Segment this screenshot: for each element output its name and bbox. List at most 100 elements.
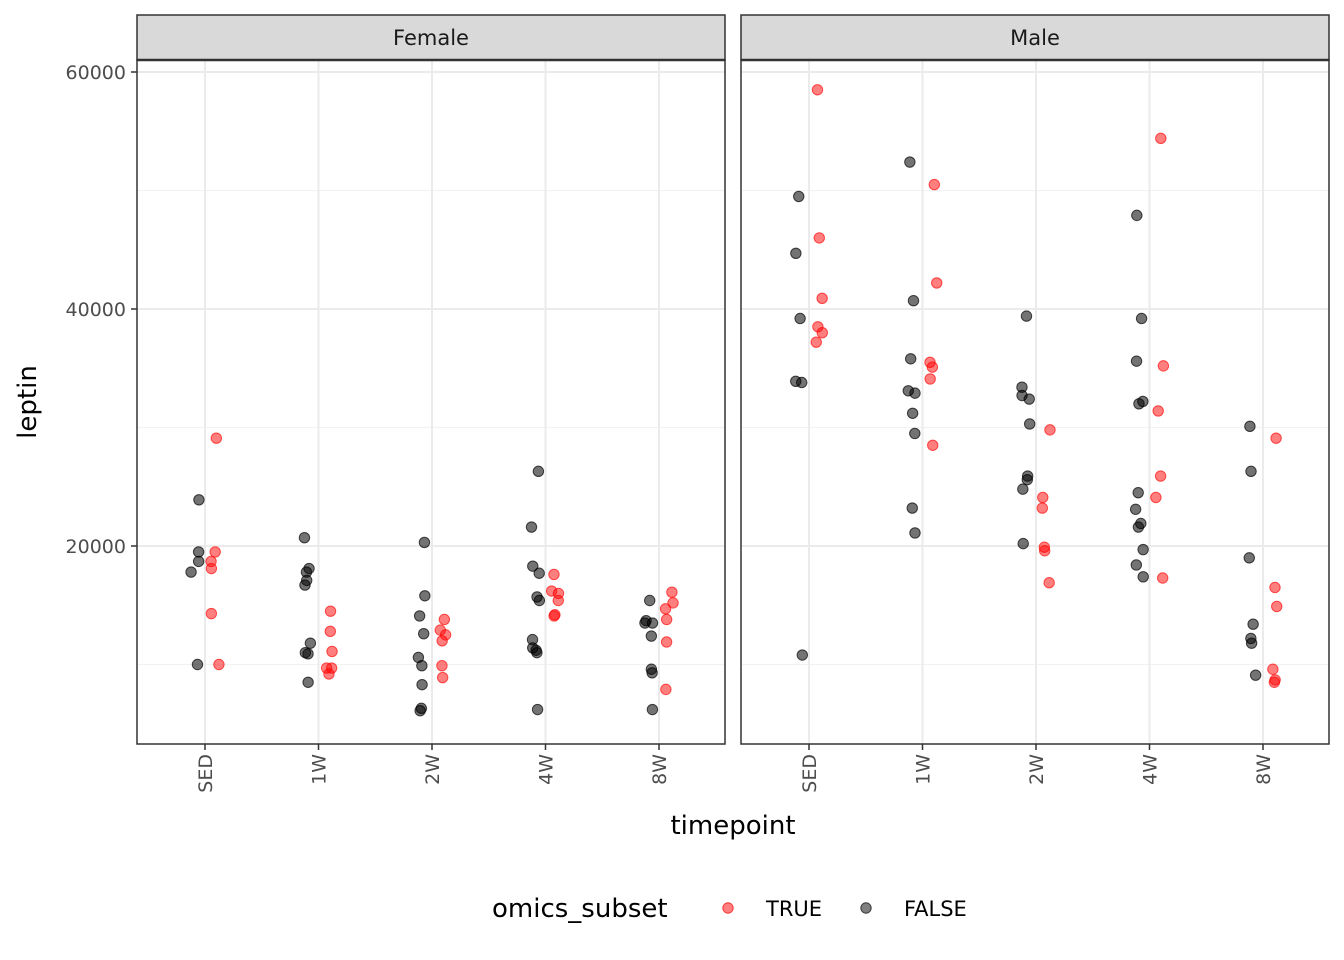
data-point: [904, 156, 916, 168]
data-point: [323, 668, 335, 680]
data-point: [436, 635, 448, 647]
data-point: [302, 676, 314, 688]
data-point: [1247, 618, 1259, 630]
data-point: [646, 667, 658, 679]
data-point: [193, 494, 205, 506]
data-point: [213, 658, 225, 671]
data-point: [185, 566, 197, 578]
data-point: [1271, 600, 1283, 613]
data-point: [646, 703, 659, 716]
data-point: [298, 532, 311, 544]
x-tick-label: 8W: [649, 754, 671, 785]
x-tick-label: 1W: [309, 754, 331, 785]
data-point: [1154, 470, 1167, 482]
x-tick-label: 2W: [422, 754, 444, 785]
data-point: [302, 648, 314, 660]
data-point: [1245, 465, 1257, 478]
data-point: [1150, 491, 1162, 504]
data-point: [816, 292, 828, 305]
data-point: [813, 232, 825, 244]
data-point: [1268, 676, 1281, 688]
data-point: [1135, 312, 1148, 325]
data-point: [1036, 502, 1049, 514]
data-point: [1243, 552, 1255, 564]
data-point: [931, 277, 943, 289]
data-point: [414, 705, 426, 717]
data-point: [1044, 424, 1056, 436]
data-point: [324, 625, 337, 638]
x-axis-title: timepoint: [670, 811, 795, 841]
data-point: [909, 387, 921, 399]
data-point: [1270, 432, 1282, 444]
data-point: [1017, 537, 1029, 550]
data-point: [904, 353, 917, 365]
data-point: [532, 465, 545, 478]
data-point: [1130, 559, 1143, 571]
data-point: [304, 637, 317, 649]
data-point: [816, 327, 828, 339]
data-point: [299, 579, 311, 591]
y-axis: 20000 40000 60000: [66, 62, 137, 558]
data-point: [796, 649, 809, 661]
data-point: [525, 521, 538, 533]
data-point: [531, 646, 543, 659]
data-point: [436, 671, 449, 684]
data-point: [1037, 491, 1049, 504]
data-point: [644, 594, 656, 607]
data-point: [659, 603, 672, 615]
data-point: [527, 560, 539, 572]
data-point: [1131, 209, 1143, 222]
data-point: [326, 645, 338, 658]
legend-entry-false: FALSE: [860, 897, 967, 921]
data-point: [1152, 405, 1164, 417]
data-point: [552, 594, 564, 607]
x-tick-label: 2W: [1026, 754, 1048, 785]
data-point: [413, 610, 426, 622]
strip-label: Female: [393, 26, 469, 50]
data-point: [1137, 571, 1149, 583]
data-point: [906, 502, 918, 514]
legend-title: omics_subset: [492, 894, 668, 924]
x-tick-label: 1W: [913, 754, 935, 785]
data-point: [1155, 132, 1167, 145]
data-point: [533, 594, 546, 607]
data-point: [906, 407, 919, 419]
legend-label: TRUE: [765, 897, 822, 921]
data-point: [533, 567, 545, 579]
data-point: [1132, 521, 1145, 533]
data-point: [1245, 637, 1258, 649]
strip-label: Male: [1010, 26, 1060, 50]
data-point: [438, 613, 451, 626]
data-point: [1156, 572, 1169, 584]
data-point: [417, 627, 430, 640]
data-point: [205, 562, 218, 575]
data-point: [531, 703, 544, 716]
data-point: [191, 658, 204, 671]
legend-key: [860, 902, 872, 914]
data-point: [645, 630, 658, 642]
data-point: [548, 610, 560, 622]
legend-key: [722, 902, 734, 914]
data-point: [1267, 663, 1279, 675]
data-point: [1023, 393, 1035, 405]
panels: Female SED 1W 2W 4W 8W Male SED 1W 2W 4W 8W: [136, 14, 1330, 793]
data-point: [793, 190, 805, 203]
data-point: [419, 590, 431, 602]
data-point: [1020, 310, 1033, 322]
data-point: [660, 683, 672, 696]
data-point: [416, 678, 428, 691]
y-tick-label: 40000: [66, 299, 126, 321]
data-point: [192, 546, 205, 558]
x-tick-label: SED: [195, 754, 217, 793]
data-point: [909, 427, 921, 440]
panel-female: Female SED 1W 2W 4W 8W: [136, 14, 726, 793]
data-point: [1017, 483, 1029, 495]
data-point: [909, 527, 921, 539]
data-point: [1038, 545, 1051, 557]
data-point: [416, 659, 428, 672]
x-tick-label: 4W: [536, 754, 558, 785]
data-point: [924, 373, 936, 385]
data-point: [1157, 360, 1170, 372]
data-point: [926, 361, 939, 373]
